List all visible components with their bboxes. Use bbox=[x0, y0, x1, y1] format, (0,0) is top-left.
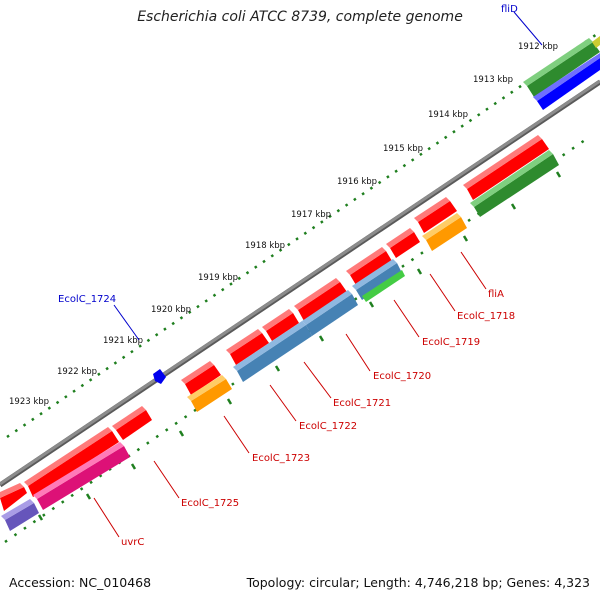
gene-arrow bbox=[112, 406, 152, 440]
kbp-label: 1915 kbp bbox=[383, 144, 423, 154]
gene-arrow bbox=[470, 150, 559, 217]
gene-arrow bbox=[592, 36, 600, 48]
kbp-label: 1922 kbp bbox=[57, 367, 97, 377]
backbone bbox=[0, 79, 600, 486]
kbp-label: 1912 kbp bbox=[518, 42, 558, 52]
kbp-label: 1920 kbp bbox=[151, 305, 191, 315]
gene-label: EcolC_1721 bbox=[333, 398, 391, 409]
gene-label: uvrC bbox=[121, 537, 144, 548]
gene-arrow bbox=[33, 442, 130, 510]
gene-arrow bbox=[226, 329, 269, 365]
forward-genes bbox=[0, 36, 600, 511]
kbp-label: 1917 kbp bbox=[291, 210, 331, 220]
kbp-label: 1919 kbp bbox=[198, 273, 238, 283]
gene-arrow bbox=[523, 38, 600, 97]
accession-value: NC_010468 bbox=[79, 575, 152, 590]
gene-arrow bbox=[533, 53, 600, 110]
gene-arrow bbox=[362, 270, 405, 302]
kbp-label: 1916 kbp bbox=[337, 177, 377, 187]
gene-arrow bbox=[262, 309, 299, 341]
gene-label: EcolC_1720 bbox=[373, 371, 431, 382]
gene-arrow bbox=[0, 483, 27, 511]
gene-label: EcolC_1719 bbox=[422, 337, 480, 348]
gene-arrow bbox=[294, 278, 347, 321]
gene-label: EcolC_1722 bbox=[299, 421, 357, 432]
gene-arrow bbox=[187, 375, 232, 412]
gene-arrow bbox=[302, 290, 358, 336]
gene-arrow bbox=[386, 228, 420, 258]
topology-value: circular bbox=[309, 575, 356, 590]
length-value: 4,746,218 bp bbox=[414, 575, 499, 590]
length-label: Length: bbox=[363, 575, 411, 590]
kbp-label: 1923 kbp bbox=[9, 397, 49, 407]
inner-major-ticks bbox=[37, 171, 562, 521]
kbp-label: 1914 kbp bbox=[428, 110, 468, 120]
kbp-label: 1913 kbp bbox=[473, 75, 513, 85]
gene-arrow bbox=[1, 499, 39, 531]
label-leaders bbox=[93, 11, 543, 538]
gene-label: EcolC_1725 bbox=[181, 498, 239, 509]
map-title: Escherichia coli ATCC 8739, complete gen… bbox=[137, 9, 463, 25]
gene-arrow bbox=[24, 427, 119, 497]
gene-marker bbox=[153, 369, 166, 384]
gene-label: fliA bbox=[488, 289, 504, 300]
gene-arrow bbox=[181, 361, 221, 395]
genes-value: 4,323 bbox=[554, 575, 590, 590]
gene-label: EcolC_1718 bbox=[457, 311, 515, 322]
gene-label: fliD bbox=[501, 4, 518, 15]
gene-label: EcolC_1724 bbox=[58, 294, 116, 305]
accession-info: Accession: NC_010468 bbox=[9, 575, 151, 590]
topology-label: Topology: bbox=[246, 575, 306, 590]
gene-arrow bbox=[463, 135, 549, 200]
gene-arrow bbox=[422, 213, 467, 251]
kbp-label: 1918 kbp bbox=[245, 241, 285, 251]
gene-arrow bbox=[346, 247, 392, 285]
accession-label: Accession: bbox=[9, 575, 76, 590]
gene-arrow bbox=[414, 197, 457, 233]
reverse-genes bbox=[1, 150, 559, 531]
gene-arrow bbox=[233, 321, 312, 382]
kbp-label: 1921 kbp bbox=[103, 336, 143, 346]
genes-label: Genes: bbox=[506, 575, 551, 590]
genome-summary: Topology: circular; Length: 4,746,218 bp… bbox=[246, 575, 590, 590]
gene-label: EcolC_1723 bbox=[252, 453, 310, 464]
gene-arrow bbox=[352, 259, 402, 300]
